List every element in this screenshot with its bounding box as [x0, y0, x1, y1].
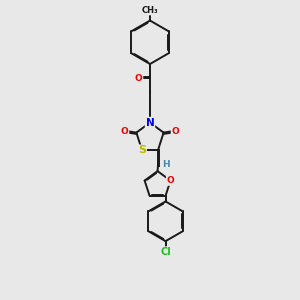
Text: S: S [138, 146, 146, 155]
Text: O: O [121, 127, 128, 136]
Text: O: O [167, 176, 174, 185]
Text: O: O [135, 74, 142, 83]
Text: N: N [146, 118, 154, 128]
Text: O: O [172, 127, 179, 136]
Text: H: H [162, 160, 170, 169]
Text: CH₃: CH₃ [142, 6, 158, 15]
Text: Cl: Cl [160, 247, 171, 257]
